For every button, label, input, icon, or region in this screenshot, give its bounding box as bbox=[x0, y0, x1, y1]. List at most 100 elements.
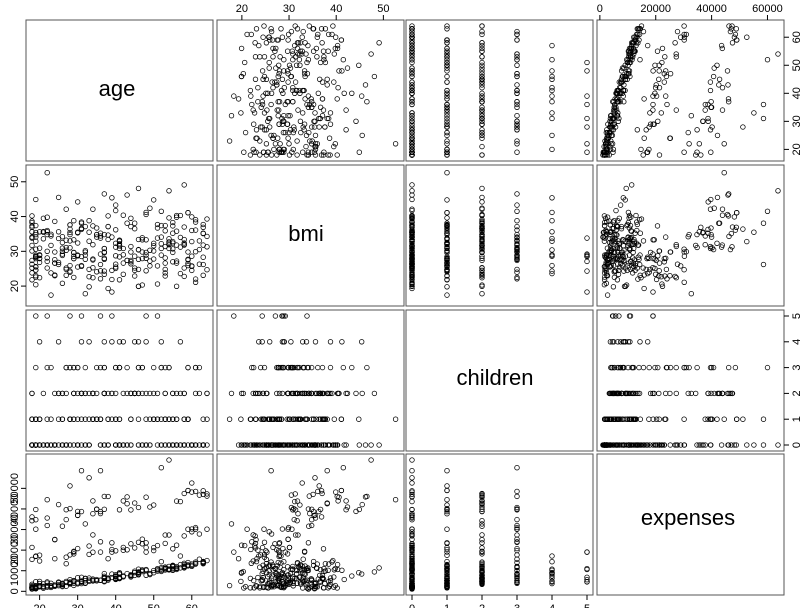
point bbox=[312, 339, 319, 345]
tick-label: 30 bbox=[791, 115, 800, 127]
point bbox=[603, 138, 610, 144]
point bbox=[75, 390, 81, 397]
point bbox=[248, 93, 254, 99]
point bbox=[321, 566, 327, 572]
point bbox=[120, 544, 126, 551]
point bbox=[479, 532, 485, 538]
point bbox=[343, 390, 349, 397]
diagonal-labels: age bmi children expenses bbox=[99, 76, 735, 530]
point bbox=[479, 121, 485, 127]
point bbox=[678, 263, 684, 269]
point bbox=[349, 573, 355, 579]
point bbox=[696, 442, 702, 448]
point bbox=[681, 253, 688, 259]
point bbox=[708, 231, 714, 238]
point bbox=[120, 498, 126, 504]
point bbox=[708, 149, 714, 155]
point bbox=[312, 132, 319, 139]
point bbox=[362, 442, 369, 448]
point bbox=[269, 79, 275, 85]
point bbox=[289, 526, 295, 532]
point bbox=[479, 85, 485, 91]
point bbox=[265, 585, 271, 591]
point bbox=[702, 107, 708, 113]
point bbox=[135, 364, 142, 371]
point bbox=[109, 339, 115, 345]
point bbox=[200, 221, 206, 228]
point bbox=[200, 416, 206, 422]
point bbox=[627, 73, 633, 80]
point bbox=[86, 266, 92, 273]
point bbox=[444, 129, 450, 136]
point bbox=[708, 390, 714, 397]
point bbox=[362, 494, 369, 500]
point bbox=[681, 31, 687, 38]
point bbox=[514, 234, 520, 240]
point bbox=[281, 566, 287, 573]
point bbox=[290, 507, 296, 513]
point bbox=[255, 99, 261, 105]
point bbox=[309, 149, 315, 155]
point bbox=[650, 442, 656, 448]
point bbox=[297, 574, 303, 580]
points-age-vs-expenses bbox=[600, 23, 781, 158]
point bbox=[705, 115, 711, 122]
points-age-vs-bmi bbox=[226, 23, 399, 158]
point bbox=[33, 364, 39, 371]
point bbox=[549, 115, 555, 122]
point bbox=[204, 416, 210, 422]
point bbox=[444, 54, 450, 60]
point bbox=[514, 202, 520, 208]
point bbox=[725, 213, 732, 219]
point bbox=[301, 127, 307, 133]
point bbox=[275, 73, 281, 80]
point bbox=[158, 208, 164, 214]
point bbox=[514, 571, 520, 577]
point bbox=[29, 514, 35, 520]
point bbox=[549, 553, 555, 559]
point bbox=[285, 536, 291, 542]
tick-label: 5 bbox=[791, 313, 800, 319]
point bbox=[681, 416, 687, 422]
point bbox=[294, 138, 300, 144]
point bbox=[600, 152, 606, 158]
point bbox=[86, 238, 92, 244]
point bbox=[719, 45, 725, 52]
point bbox=[444, 68, 450, 74]
point bbox=[409, 135, 415, 141]
point bbox=[135, 185, 142, 192]
point bbox=[297, 416, 303, 422]
point bbox=[479, 93, 485, 99]
point bbox=[309, 517, 315, 523]
point bbox=[751, 110, 757, 116]
point bbox=[626, 71, 632, 77]
point bbox=[86, 390, 92, 397]
point bbox=[94, 506, 100, 512]
point bbox=[109, 276, 115, 283]
point bbox=[319, 40, 325, 46]
point bbox=[109, 540, 115, 546]
point bbox=[166, 416, 172, 422]
point bbox=[97, 549, 104, 555]
point bbox=[725, 82, 731, 88]
point bbox=[267, 339, 273, 345]
tick-label: 1 bbox=[444, 603, 450, 608]
point bbox=[189, 267, 195, 274]
point bbox=[124, 192, 130, 198]
point bbox=[52, 260, 58, 266]
point bbox=[600, 234, 606, 240]
point bbox=[714, 416, 720, 422]
point bbox=[158, 442, 164, 448]
point bbox=[158, 222, 164, 229]
point bbox=[479, 237, 485, 243]
point bbox=[664, 276, 670, 282]
point bbox=[479, 143, 485, 150]
point bbox=[113, 261, 119, 267]
point bbox=[322, 561, 329, 567]
point bbox=[67, 581, 73, 587]
point bbox=[299, 51, 305, 57]
point bbox=[158, 465, 164, 471]
point bbox=[312, 146, 319, 153]
point bbox=[324, 416, 330, 422]
point bbox=[290, 146, 296, 153]
